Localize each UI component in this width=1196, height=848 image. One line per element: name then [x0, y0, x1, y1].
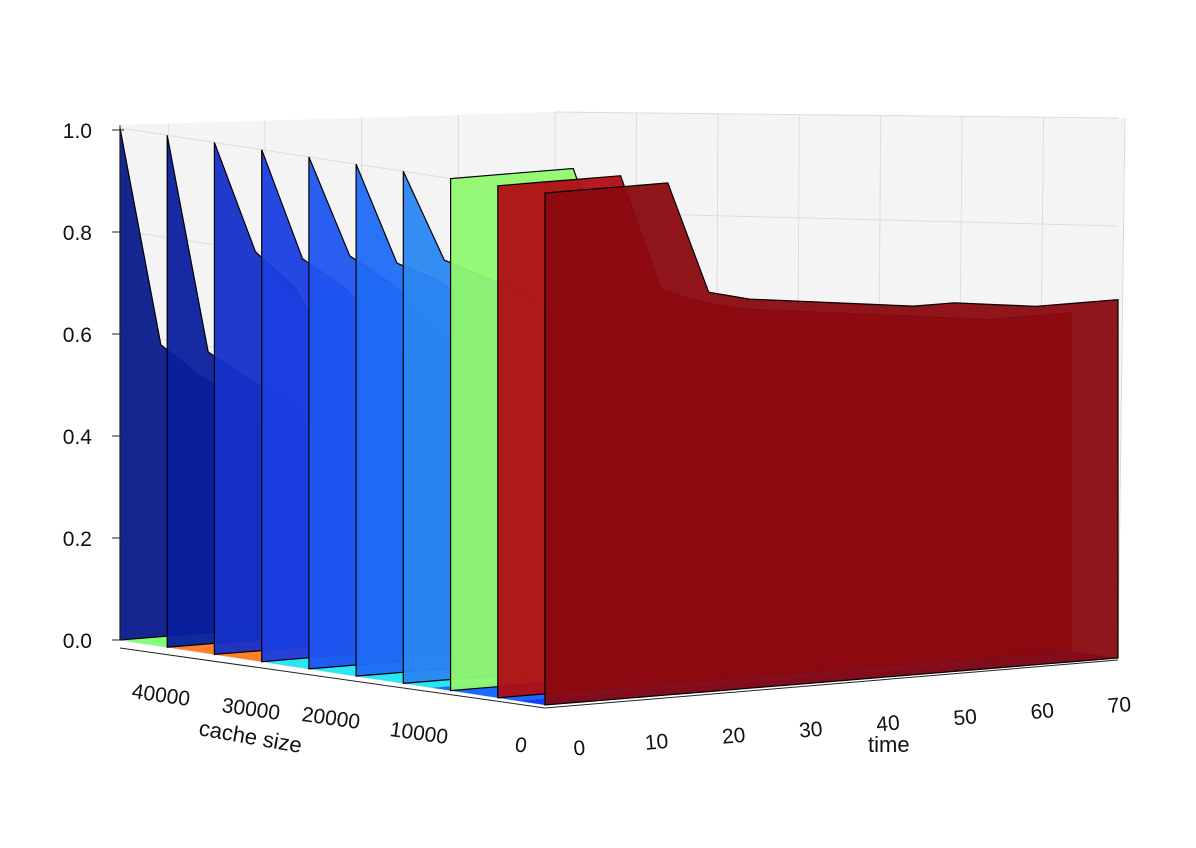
y-tick-label: 0	[514, 733, 529, 757]
x-tick-label: 30	[798, 718, 823, 743]
surface-slice	[544, 182, 1119, 706]
x-tick-label: 70	[1107, 693, 1132, 718]
z-axis: 0.0 0.2 0.4 0.6 0.8 1.0	[63, 120, 124, 653]
x-tick-label: 50	[953, 705, 978, 730]
time-axis: 0 10 20 30 40 50 60 70	[544, 659, 1132, 761]
y-tick-label: 40000	[130, 680, 191, 711]
x-axis-line	[544, 659, 1119, 709]
z-tick-label: 0.4	[63, 426, 93, 449]
surface-slices	[119, 127, 1119, 706]
z-tick-label: 1.0	[63, 120, 92, 143]
z-tick-label: 0.8	[63, 222, 92, 245]
x-tick-label: 60	[1030, 699, 1055, 724]
x-axis-label: time	[868, 732, 910, 757]
x-tick-label: 20	[721, 724, 746, 749]
grid-line	[1117, 117, 1126, 659]
x-tick-label: 0	[573, 737, 587, 761]
z-tick-label: 0.6	[63, 324, 92, 347]
y-tick-label: 20000	[300, 703, 361, 734]
x-tick-label: 10	[644, 730, 669, 755]
y-axis-line	[119, 647, 546, 709]
z-tick-label: 0.0	[63, 630, 92, 653]
grid-line	[554, 111, 1119, 119]
y-tick-label: 10000	[388, 718, 449, 749]
y-axis-label: cache size	[197, 715, 304, 758]
x-tick-label: 40	[875, 711, 900, 736]
z-tick-label: 0.2	[63, 528, 92, 551]
